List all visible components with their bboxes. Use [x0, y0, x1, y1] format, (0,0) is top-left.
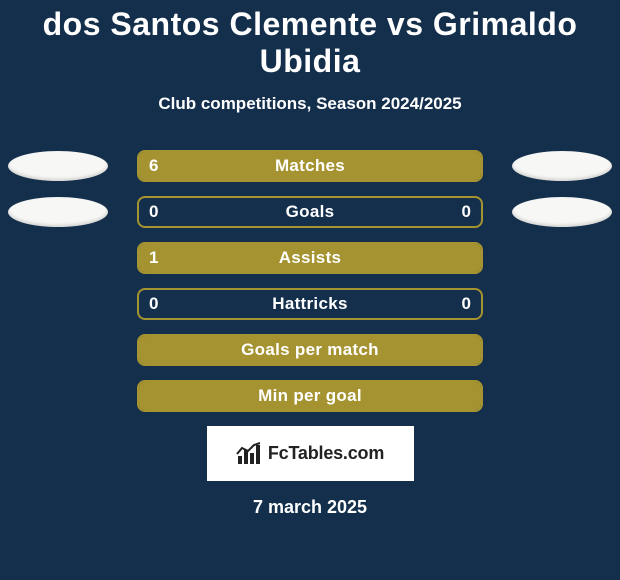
comparison-card: dos Santos Clemente vs Grimaldo Ubidia C…	[0, 0, 620, 580]
brand-box[interactable]: FcTables.com	[207, 426, 414, 481]
stat-bar-fill	[139, 152, 481, 180]
stat-bar: 00Hattricks	[137, 288, 483, 320]
bar-chart-icon	[236, 442, 262, 466]
stat-row: Min per goal	[0, 380, 620, 412]
stat-row: 6Matches	[0, 150, 620, 182]
stat-bar-track	[137, 288, 483, 320]
stat-row: 1Assists	[0, 242, 620, 274]
stats-rows: 6Matches 00Goals 1Assists 00Hattricks Goals …	[0, 150, 620, 412]
stat-row: 00Hattricks	[0, 288, 620, 320]
club-logo-placeholder-right	[512, 151, 612, 181]
stat-bar-fill	[139, 382, 481, 410]
subtitle: Club competitions, Season 2024/2025	[0, 94, 620, 114]
club-logo-placeholder-left	[8, 197, 108, 227]
stat-bar: 1Assists	[137, 242, 483, 274]
stat-bar-fill	[139, 244, 481, 272]
page-title: dos Santos Clemente vs Grimaldo Ubidia	[0, 6, 620, 80]
stat-row: 00Goals	[0, 196, 620, 228]
stat-bar-fill	[139, 336, 481, 364]
stat-bar: 6Matches	[137, 150, 483, 182]
vs-text: vs	[387, 6, 424, 42]
brand-text: FcTables.com	[268, 443, 384, 464]
stat-bar: Goals per match	[137, 334, 483, 366]
stat-bar: 00Goals	[137, 196, 483, 228]
club-logo-placeholder-right	[512, 197, 612, 227]
club-logo-placeholder-left	[8, 151, 108, 181]
stat-bar: Min per goal	[137, 380, 483, 412]
stat-bar-track	[137, 196, 483, 228]
date-text: 7 march 2025	[0, 497, 620, 518]
stat-row: Goals per match	[0, 334, 620, 366]
player1-name: dos Santos Clemente	[43, 6, 378, 42]
